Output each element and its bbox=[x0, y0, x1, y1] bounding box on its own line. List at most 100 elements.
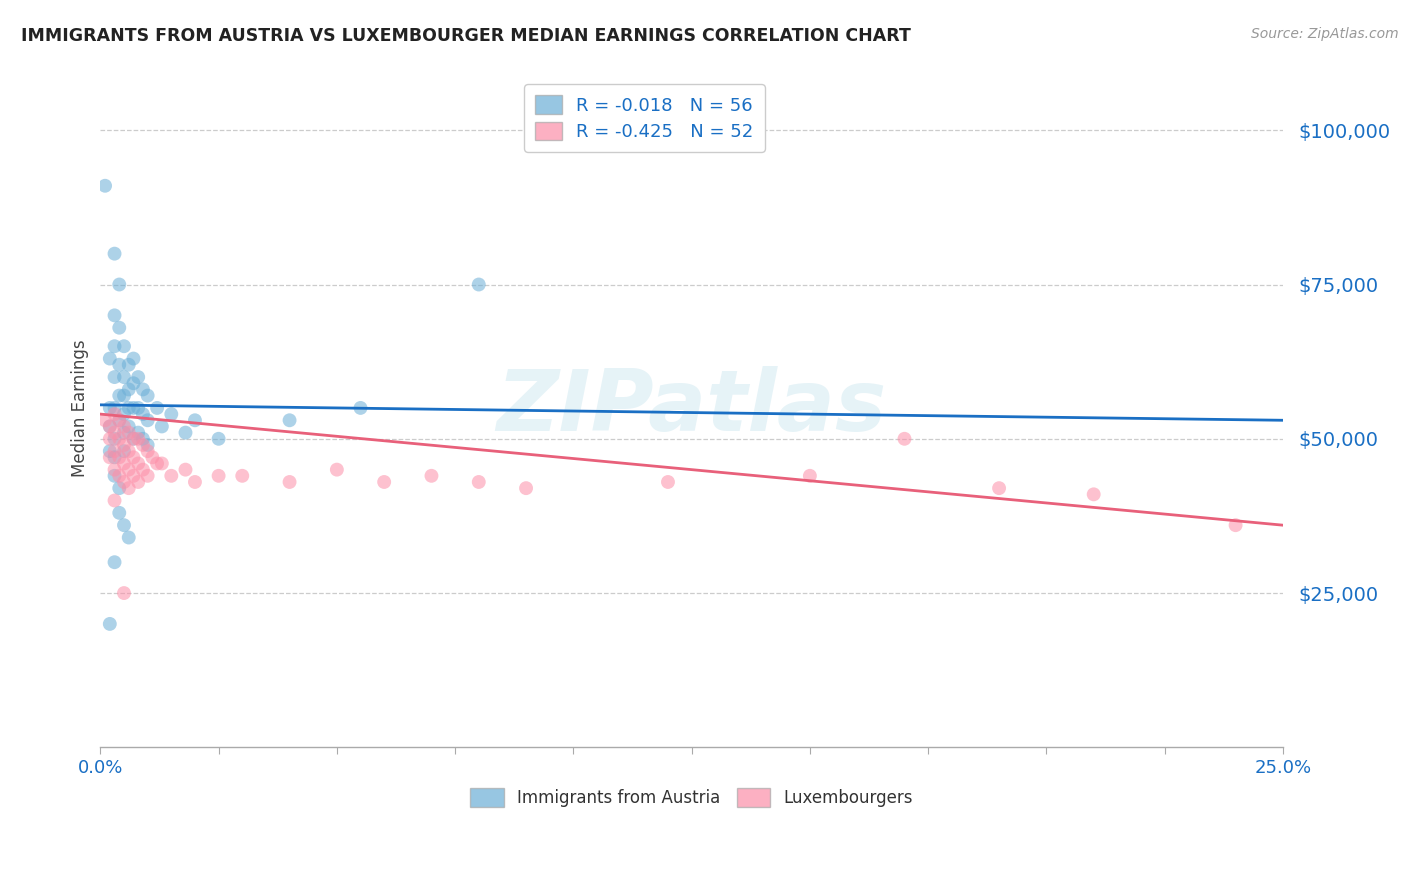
Point bbox=[657, 475, 679, 489]
Point bbox=[988, 481, 1011, 495]
Point bbox=[98, 419, 121, 434]
Point bbox=[112, 475, 135, 489]
Point bbox=[146, 457, 169, 471]
Point bbox=[122, 401, 145, 415]
Point bbox=[118, 531, 141, 545]
Point bbox=[112, 438, 135, 452]
Point bbox=[118, 481, 141, 495]
Point bbox=[108, 277, 131, 292]
Point bbox=[127, 370, 149, 384]
Point bbox=[103, 463, 125, 477]
Point bbox=[98, 616, 121, 631]
Point bbox=[112, 425, 135, 440]
Text: Source: ZipAtlas.com: Source: ZipAtlas.com bbox=[1251, 27, 1399, 41]
Point bbox=[278, 413, 301, 427]
Point bbox=[136, 413, 159, 427]
Point bbox=[468, 277, 491, 292]
Point bbox=[231, 468, 253, 483]
Point bbox=[118, 419, 141, 434]
Point bbox=[94, 178, 117, 193]
Point bbox=[207, 432, 229, 446]
Point bbox=[150, 419, 173, 434]
Point bbox=[112, 586, 135, 600]
Point bbox=[103, 407, 125, 421]
Point bbox=[1225, 518, 1247, 533]
Point bbox=[118, 463, 141, 477]
Point bbox=[150, 457, 173, 471]
Point bbox=[207, 468, 229, 483]
Text: IMMIGRANTS FROM AUSTRIA VS LUXEMBOURGER MEDIAN EARNINGS CORRELATION CHART: IMMIGRANTS FROM AUSTRIA VS LUXEMBOURGER … bbox=[21, 27, 911, 45]
Point bbox=[108, 432, 131, 446]
Point bbox=[136, 438, 159, 452]
Point bbox=[468, 475, 491, 489]
Point bbox=[103, 246, 125, 260]
Point bbox=[108, 506, 131, 520]
Point bbox=[160, 407, 183, 421]
Point bbox=[174, 425, 197, 440]
Point bbox=[108, 450, 131, 465]
Point bbox=[103, 432, 125, 446]
Point bbox=[127, 475, 149, 489]
Y-axis label: Median Earnings: Median Earnings bbox=[72, 339, 89, 476]
Point bbox=[278, 475, 301, 489]
Point bbox=[122, 432, 145, 446]
Point bbox=[122, 468, 145, 483]
Legend: Immigrants from Austria, Luxembourgers: Immigrants from Austria, Luxembourgers bbox=[464, 781, 920, 814]
Point bbox=[184, 475, 207, 489]
Point bbox=[112, 444, 135, 458]
Point bbox=[118, 383, 141, 397]
Point bbox=[103, 444, 125, 458]
Point bbox=[112, 388, 135, 402]
Point bbox=[98, 444, 121, 458]
Point bbox=[160, 468, 183, 483]
Point bbox=[1083, 487, 1105, 501]
Point bbox=[103, 401, 125, 415]
Point bbox=[118, 401, 141, 415]
Point bbox=[103, 493, 125, 508]
Point bbox=[112, 407, 135, 421]
Point bbox=[893, 432, 915, 446]
Point bbox=[108, 468, 131, 483]
Point bbox=[127, 425, 149, 440]
Point bbox=[108, 358, 131, 372]
Point bbox=[108, 413, 131, 427]
Point bbox=[349, 401, 371, 415]
Point bbox=[94, 413, 117, 427]
Point bbox=[108, 388, 131, 402]
Point bbox=[103, 425, 125, 440]
Point bbox=[127, 457, 149, 471]
Point bbox=[108, 413, 131, 427]
Point bbox=[136, 444, 159, 458]
Point bbox=[515, 481, 537, 495]
Point bbox=[132, 407, 155, 421]
Point bbox=[103, 339, 125, 353]
Text: ZIPatlas: ZIPatlas bbox=[496, 367, 887, 450]
Point bbox=[122, 376, 145, 391]
Point bbox=[132, 463, 155, 477]
Point bbox=[122, 351, 145, 366]
Point bbox=[112, 457, 135, 471]
Point bbox=[799, 468, 821, 483]
Point bbox=[132, 438, 155, 452]
Point bbox=[373, 475, 395, 489]
Point bbox=[103, 468, 125, 483]
Point bbox=[184, 413, 207, 427]
Point bbox=[127, 432, 149, 446]
Point bbox=[112, 419, 135, 434]
Point bbox=[98, 351, 121, 366]
Point bbox=[122, 450, 145, 465]
Point bbox=[108, 481, 131, 495]
Point bbox=[132, 383, 155, 397]
Point bbox=[112, 518, 135, 533]
Point bbox=[132, 432, 155, 446]
Point bbox=[112, 370, 135, 384]
Point bbox=[118, 444, 141, 458]
Point bbox=[174, 463, 197, 477]
Point bbox=[103, 450, 125, 465]
Point bbox=[146, 401, 169, 415]
Point bbox=[108, 320, 131, 334]
Point bbox=[420, 468, 443, 483]
Point bbox=[122, 432, 145, 446]
Point bbox=[141, 450, 163, 465]
Point bbox=[103, 555, 125, 569]
